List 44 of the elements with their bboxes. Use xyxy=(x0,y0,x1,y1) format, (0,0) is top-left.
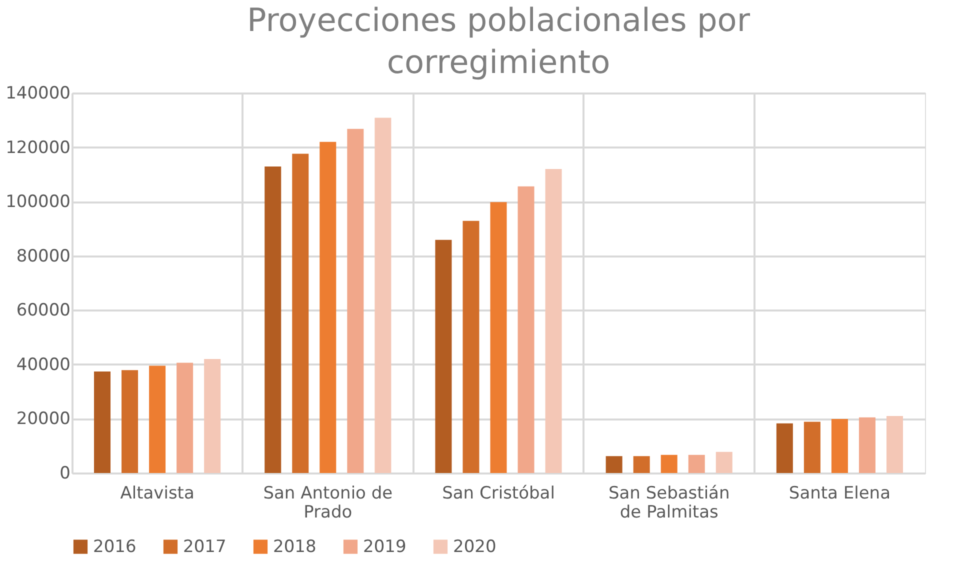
x-tick-label: Santa Elena xyxy=(788,484,890,504)
bar xyxy=(462,220,480,473)
x-tick-label: San Antonio de Prado xyxy=(263,484,393,522)
y-tick-label: 60000 xyxy=(16,300,70,321)
bar xyxy=(94,371,111,473)
y-tick-label: 100000 xyxy=(6,192,70,212)
legend-label: 2020 xyxy=(453,536,496,557)
bar xyxy=(518,186,534,473)
bar xyxy=(660,454,678,473)
bar xyxy=(858,417,876,473)
bar xyxy=(716,452,732,473)
bar xyxy=(776,423,793,473)
bar xyxy=(831,418,848,473)
y-tick-label: 0 xyxy=(60,464,70,484)
x-tick-label: Altavista xyxy=(120,484,194,504)
legend-label: 2019 xyxy=(363,536,406,557)
bar xyxy=(688,454,705,473)
y-tick-label: 120000 xyxy=(6,138,70,158)
y-tick-label: 140000 xyxy=(6,84,70,104)
bar xyxy=(292,154,309,473)
bar xyxy=(347,128,364,473)
bar xyxy=(490,202,507,473)
x-tick-label: San Sebastián de Palmitas xyxy=(608,484,730,522)
bar xyxy=(264,166,282,473)
legend-label: 2017 xyxy=(183,536,226,557)
bar xyxy=(435,240,452,473)
bar xyxy=(176,362,194,473)
bar xyxy=(545,169,562,473)
bar xyxy=(204,359,221,473)
y-tick-label: 40000 xyxy=(16,354,70,375)
bar xyxy=(149,366,166,473)
bar xyxy=(606,456,622,473)
legend-label: 2018 xyxy=(273,536,316,557)
bar xyxy=(122,370,138,473)
chart-title: Proyecciones poblacionales por corregimiento xyxy=(247,1,751,81)
bar xyxy=(320,142,336,473)
y-tick-label: 80000 xyxy=(16,246,70,266)
bar xyxy=(633,456,650,473)
x-tick-label: San Cristóbal xyxy=(442,484,555,504)
legend-label: 2016 xyxy=(93,536,136,557)
bar xyxy=(374,118,392,473)
bar xyxy=(886,416,903,473)
bar xyxy=(804,422,820,473)
y-tick-label: 20000 xyxy=(16,409,70,430)
